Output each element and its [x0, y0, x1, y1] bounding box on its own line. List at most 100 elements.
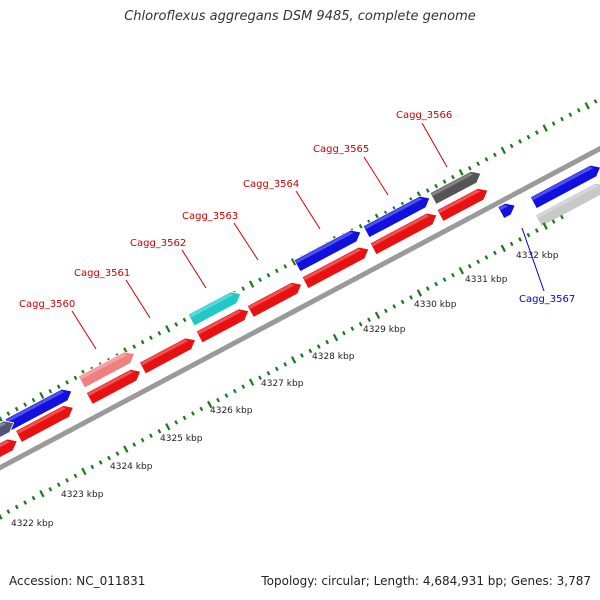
- inner-tick: [258, 375, 262, 381]
- scale-label: 4326 kbp: [210, 406, 253, 416]
- gene-reverse: [436, 187, 489, 222]
- inner-tick: [325, 339, 330, 345]
- outer-tick: [31, 397, 36, 403]
- inner-tick: [518, 237, 522, 242]
- inner-tick: [241, 384, 246, 389]
- gene-cagg-3564: [293, 229, 362, 273]
- inner-tick: [451, 272, 455, 278]
- outer-tick: [140, 339, 145, 345]
- gene-reverse-partial: [0, 438, 18, 462]
- outer-tick: [542, 124, 548, 132]
- outer-tick: [73, 375, 78, 381]
- outer-tick: [493, 152, 497, 158]
- inner-tick: [484, 255, 489, 260]
- outer-tick: [467, 165, 472, 171]
- inner-tick: [332, 333, 339, 342]
- scale-label: 4324 kbp: [110, 462, 153, 472]
- inner-tick: [132, 442, 137, 447]
- backbone-line-outer: [0, 145, 600, 471]
- outer-tick: [14, 406, 19, 412]
- inner-tick: [493, 250, 497, 256]
- outer-tick: [484, 157, 489, 162]
- inner-tick: [551, 219, 556, 224]
- inner-tick: [81, 467, 87, 476]
- inner-tick: [98, 460, 103, 465]
- gene-label[interactable]: Cagg_3563: [182, 211, 238, 222]
- inner-tick: [216, 397, 220, 403]
- gene-cagg-3565: [362, 195, 431, 239]
- inner-tick: [157, 428, 162, 434]
- inner-tick: [191, 411, 195, 416]
- gene-label[interactable]: Cagg_3564: [243, 179, 299, 190]
- gene-label-leader: [421, 122, 448, 168]
- outer-tick: [56, 384, 61, 390]
- gene-cagg-3566: [429, 170, 482, 205]
- outer-tick: [174, 322, 179, 327]
- outer-tick: [0, 415, 3, 422]
- inner-tick: [140, 437, 145, 443]
- inner-tick: [425, 286, 430, 291]
- outer-tick: [476, 161, 481, 167]
- outer-tick: [576, 107, 581, 113]
- gene-reverse: [369, 212, 438, 256]
- scale-label: 4330 kbp: [414, 300, 457, 310]
- outer-tick: [274, 268, 279, 274]
- gene-label[interactable]: Cagg_3561: [74, 268, 130, 279]
- inner-tick: [149, 433, 153, 439]
- outer-tick: [358, 223, 363, 229]
- inner-tick: [224, 393, 229, 398]
- gene-label-leader: [295, 190, 321, 230]
- outer-tick: [518, 139, 522, 144]
- gene-reverse: [301, 246, 370, 290]
- inner-tick: [31, 495, 36, 501]
- inner-tick: [560, 214, 564, 220]
- inner-tick: [73, 473, 78, 479]
- outer-tick: [248, 280, 255, 288]
- genome-backbone: [0, 145, 600, 472]
- accession-label: Accession: NC_011831: [9, 574, 146, 588]
- gene-label[interactable]: Cagg_3566: [396, 110, 452, 121]
- inner-tick: [526, 232, 531, 238]
- inner-tick: [248, 378, 255, 386]
- outer-tick: [526, 134, 531, 140]
- inner-tick: [358, 321, 363, 327]
- gene-label-leader: [233, 222, 259, 261]
- inner-tick: [6, 509, 11, 514]
- inner-tick: [476, 259, 481, 265]
- outer-tick: [451, 174, 455, 180]
- inner-tick: [542, 222, 548, 230]
- inner-tick: [367, 317, 371, 323]
- scale-label: 4325 kbp: [160, 434, 203, 444]
- scale-label: 4329 kbp: [363, 325, 406, 335]
- gene-reverse: [85, 368, 142, 405]
- inner-tick: [23, 500, 28, 505]
- inner-tick: [56, 482, 61, 488]
- gene-label-leader: [71, 310, 97, 350]
- outer-tick: [425, 188, 430, 193]
- gene-label[interactable]: Cagg_3567: [519, 294, 575, 305]
- scale-labels: 4322 kbp 4323 kbp 4324 kbp 4325 kbp 4326 kbp…: [11, 251, 559, 529]
- inner-tick: [283, 362, 288, 367]
- gene-label[interactable]: Cagg_3560: [19, 299, 75, 310]
- inner-tick: [300, 353, 304, 358]
- outer-tick: [283, 264, 288, 269]
- gene-label-leader: [181, 249, 207, 289]
- inner-tick: [48, 486, 53, 492]
- inner-tick: [290, 356, 297, 364]
- gene-cagg-3562: [187, 291, 242, 327]
- inner-tick: [416, 289, 423, 297]
- inner-tick-ring: [0, 214, 564, 520]
- gene-reverse: [246, 281, 303, 318]
- outer-tick: [65, 380, 69, 385]
- gene-labels: Cagg_3560 Cagg_3561 Cagg_3562 Cagg_3563 Cagg…: [19, 110, 575, 350]
- gene-label[interactable]: Cagg_3565: [313, 144, 369, 155]
- inner-tick: [434, 281, 439, 287]
- gene-light: [534, 182, 600, 228]
- gene-partial-dark: [0, 420, 15, 440]
- inner-tick: [442, 277, 447, 282]
- scale-label: 4323 kbp: [61, 490, 104, 500]
- scale-label: 4327 kbp: [261, 379, 304, 389]
- inner-tick: [0, 513, 3, 520]
- gene-label[interactable]: Cagg_3562: [130, 238, 186, 249]
- inner-tick: [392, 304, 397, 309]
